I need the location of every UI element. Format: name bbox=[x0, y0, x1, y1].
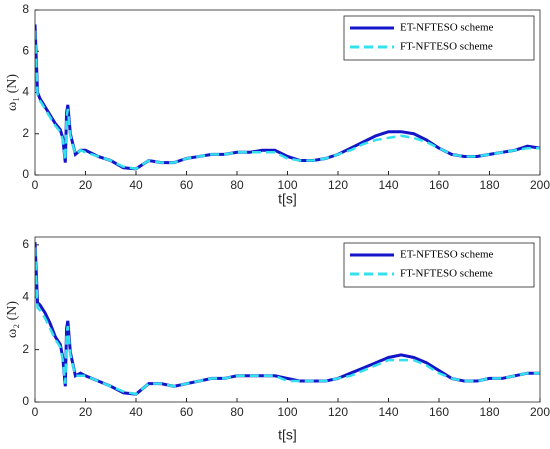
series-line bbox=[35, 247, 540, 396]
x-axis-label: t[s] bbox=[278, 191, 297, 207]
y-axis-label: ω₂ (N) bbox=[5, 301, 20, 338]
x-tick-label: 60 bbox=[180, 405, 194, 419]
y-axis-label: ω₁ (N) bbox=[5, 74, 20, 111]
x-tick-label: 200 bbox=[530, 178, 550, 192]
legend-box bbox=[343, 15, 535, 61]
y-tick-label: 2 bbox=[22, 126, 29, 140]
legend-label: FT-NFTESO scheme bbox=[400, 268, 493, 280]
y-tick-label: 4 bbox=[22, 289, 29, 303]
x-tick-label: 60 bbox=[180, 178, 194, 192]
x-tick-label: 20 bbox=[79, 178, 93, 192]
y-tick-label: 0 bbox=[22, 167, 29, 181]
x-tick-label: 200 bbox=[530, 405, 550, 419]
x-tick-label: 160 bbox=[429, 405, 449, 419]
x-tick-label: 140 bbox=[378, 405, 398, 419]
series-line bbox=[35, 30, 540, 171]
x-tick-label: 140 bbox=[378, 178, 398, 192]
x-tick-label: 100 bbox=[277, 178, 297, 192]
x-tick-label: 180 bbox=[479, 178, 499, 192]
plot-area: 0 20 40 60 80 100 120 140 160 180 200 0 2 4 6 t[s] ω₂ (N… bbox=[5, 236, 550, 443]
axes-frame bbox=[34, 9, 541, 176]
x-tick-label: 180 bbox=[479, 405, 499, 419]
x-axis-label: t[s] bbox=[278, 427, 297, 443]
x-tick-label: 40 bbox=[129, 405, 143, 419]
legend: ET-NFTESO scheme FT-NFTESO scheme bbox=[343, 242, 535, 288]
x-tick-label: 40 bbox=[129, 178, 143, 192]
axes-frame bbox=[34, 236, 541, 403]
x-tick-label: 160 bbox=[429, 178, 449, 192]
y-tick-label: 6 bbox=[22, 237, 29, 251]
y-tick-label: 2 bbox=[22, 342, 29, 356]
plot-area: 0 20 40 60 80 100 120 140 160 180 200 0 2 4 6 8 t[s] ω₁ (… bbox=[5, 2, 550, 207]
x-tick-label: 0 bbox=[32, 405, 39, 419]
legend-box bbox=[343, 242, 535, 288]
x-tick-label: 80 bbox=[230, 178, 244, 192]
legend-label: FT-NFTESO scheme bbox=[400, 41, 493, 53]
x-tick-label: 120 bbox=[328, 405, 348, 419]
x-tick-label: 20 bbox=[79, 405, 93, 419]
y-tick-label: 4 bbox=[22, 85, 29, 99]
y-tick-label: 8 bbox=[22, 2, 29, 16]
y-tick-label: 6 bbox=[22, 43, 29, 57]
y-tick-label: 0 bbox=[22, 394, 29, 408]
x-tick-label: 100 bbox=[277, 405, 297, 419]
x-tick-label: 120 bbox=[328, 178, 348, 192]
legend-label: ET-NFTESO scheme bbox=[400, 22, 494, 34]
x-tick-label: 0 bbox=[32, 178, 39, 192]
x-tick-label: 80 bbox=[230, 405, 244, 419]
legend-label: ET-NFTESO scheme bbox=[400, 249, 494, 261]
legend: ET-NFTESO scheme FT-NFTESO scheme bbox=[343, 15, 535, 61]
